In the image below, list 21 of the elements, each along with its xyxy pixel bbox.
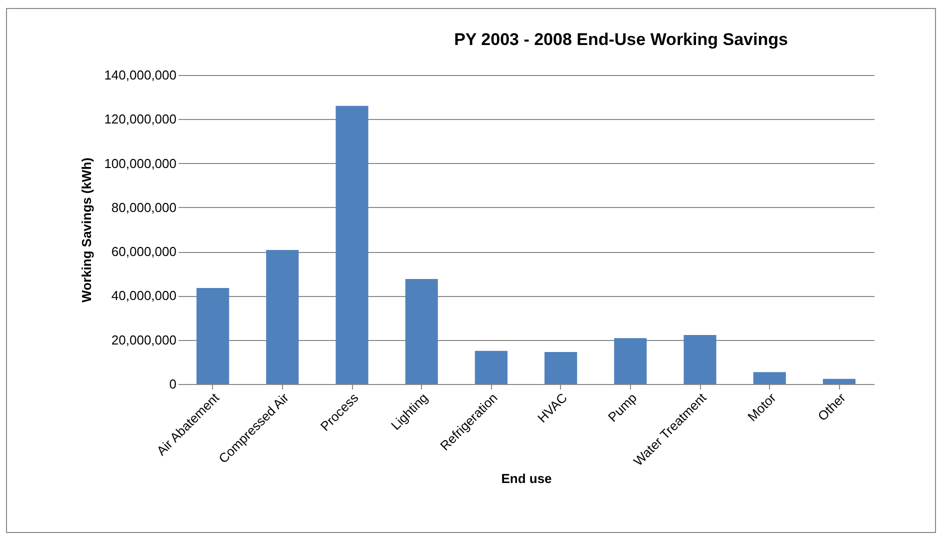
bar — [684, 335, 716, 384]
y-tick-label: 100,000,000 — [104, 156, 176, 171]
y-tick-label: 0 — [169, 376, 176, 392]
bar — [336, 106, 368, 384]
y-tick-label: 40,000,000 — [111, 288, 176, 304]
y-tick-label: 80,000,000 — [111, 200, 176, 215]
x-axis-title: End use — [501, 470, 552, 486]
bar — [474, 350, 508, 384]
bar — [753, 372, 786, 384]
y-tick-label: 120,000,000 — [104, 112, 176, 127]
y-tick-label: 60,000,000 — [111, 244, 176, 260]
y-tick-label: 20,000,000 — [111, 332, 176, 348]
y-axis-title: Working Savings (kWh) — [79, 158, 94, 302]
bar — [614, 338, 647, 384]
y-tick-label: 140,000,000 — [104, 68, 176, 82]
bar — [822, 378, 856, 384]
bar — [196, 288, 230, 384]
chart-title: PY 2003 - 2008 End-Use Working Savings — [454, 30, 788, 49]
bar — [405, 278, 438, 384]
bar — [266, 250, 299, 384]
bar — [544, 352, 578, 384]
